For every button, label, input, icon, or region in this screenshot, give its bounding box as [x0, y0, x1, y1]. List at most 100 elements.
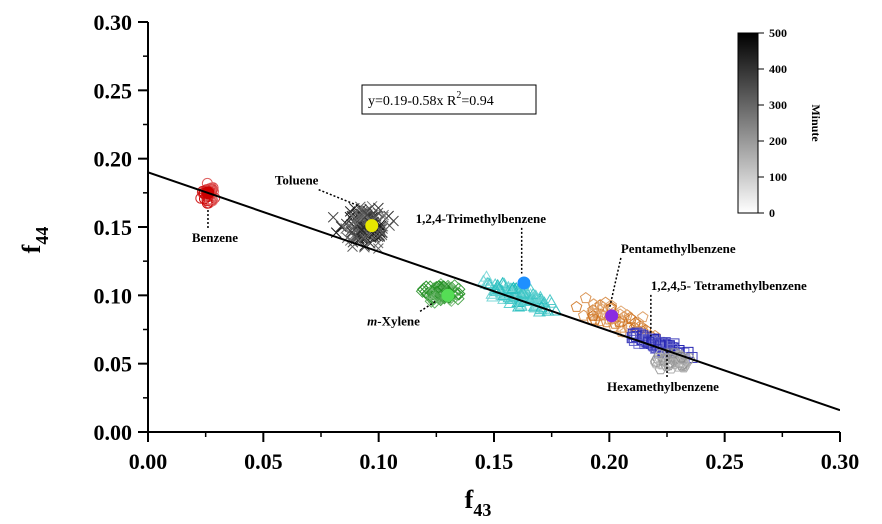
y-tick-label: 0.05 [94, 352, 133, 377]
colorbar-tick-label: 200 [769, 134, 787, 148]
equation-text: y=0.19-0.58x R [368, 94, 457, 109]
point [374, 229, 385, 241]
x-tick-label: 0.10 [359, 449, 398, 474]
point [527, 290, 541, 302]
points-layer [195, 177, 698, 375]
point [650, 356, 663, 367]
annotation: m-Xylene [367, 300, 437, 328]
fit-line-layer [148, 171, 840, 412]
point [430, 289, 444, 303]
point [678, 360, 691, 371]
y-axis-title: f44 [17, 227, 52, 254]
point [432, 279, 446, 294]
x-tick-label: 0.25 [705, 449, 744, 474]
point [652, 358, 665, 369]
mean-point [517, 276, 531, 290]
point [452, 282, 466, 296]
annotation-label: Toluene [275, 173, 319, 188]
annotation-label-italic: m [367, 313, 377, 328]
point [452, 287, 466, 301]
mean-point [441, 288, 455, 302]
annotation-label-rest: -Xylene [377, 313, 420, 328]
annotation-leader [608, 257, 622, 310]
point [358, 227, 369, 239]
point [481, 276, 495, 289]
x-axis-title-main: f [465, 485, 474, 514]
point [505, 282, 519, 294]
point [516, 286, 530, 298]
point [596, 303, 608, 315]
y-tick-label: 0.10 [94, 283, 133, 308]
series-hexamethylbenzene [649, 348, 696, 375]
point [587, 309, 599, 321]
point [570, 300, 583, 312]
point [373, 202, 384, 214]
point [589, 313, 601, 325]
point [358, 231, 369, 243]
fit-line [148, 171, 840, 412]
annotation-label: 1,2,4,5- Tetramethylbenzene [651, 278, 807, 293]
series-1-2-4-trimethylbenzene [476, 270, 563, 317]
point [375, 220, 387, 232]
annotation: 1,2,4-Trimethylbenzene [416, 211, 547, 274]
y-tick-label: 0.25 [94, 78, 133, 103]
point [637, 311, 649, 323]
series-toluene [327, 200, 399, 254]
point [358, 207, 370, 219]
annotation-label: Benzene [192, 230, 238, 245]
point [345, 225, 357, 237]
point [359, 210, 370, 222]
point [587, 304, 599, 316]
annotation-label: m-Xylene [367, 313, 420, 328]
point [491, 278, 505, 291]
colorbar-title: Minute [809, 104, 823, 142]
x-axis-title-subscript: 43 [473, 500, 491, 520]
colorbar-tick-label: 300 [769, 98, 787, 112]
point [344, 206, 356, 217]
point [476, 274, 490, 286]
point [543, 293, 557, 305]
point [625, 312, 638, 325]
x-tick-label: 0.15 [475, 449, 514, 474]
point [361, 209, 373, 220]
y-tick-label: 0.30 [94, 10, 133, 35]
point [594, 314, 607, 326]
annotation: Hexamethylbenzene [607, 350, 719, 394]
x-tick-label: 0.20 [590, 449, 629, 474]
point [434, 284, 448, 298]
annotation-layer: Benzene Toluene 1,2,4-Trimethylbenzene m-Xy… [192, 173, 807, 394]
point [615, 305, 627, 317]
colorbar-tick-label: 0 [769, 206, 775, 220]
x-tick-label: 0.05 [244, 449, 283, 474]
point [579, 291, 592, 304]
equation-r2-value: =0.94 [461, 94, 493, 109]
point [631, 327, 643, 339]
point [599, 296, 612, 308]
point [532, 305, 546, 317]
point [514, 287, 528, 299]
colorbar-gradient [737, 32, 759, 214]
point [327, 211, 339, 223]
point [505, 289, 519, 301]
annotation-label: Hexamethylbenzene [607, 379, 719, 394]
annotation-label: 1,2,4-Trimethylbenzene [416, 211, 547, 226]
annotation: Toluene [275, 173, 361, 208]
annotation: Benzene [192, 207, 238, 245]
y-tick-label: 0.00 [94, 420, 133, 445]
colorbar: 0 100 200 300 400 500 Minute [737, 26, 823, 220]
point [424, 294, 439, 308]
series-pentamethylbenzene [570, 291, 661, 342]
y-tick-label: 0.20 [94, 147, 133, 172]
annotation: 1,2,4,5- Tetramethylbenzene [650, 278, 807, 337]
annotation-leader [318, 188, 361, 208]
point [354, 201, 366, 213]
equation-box: y=0.19-0.58x R2=0.94 [361, 84, 537, 115]
annotation-leader [419, 300, 437, 313]
point [634, 328, 646, 340]
colorbar-tick-label: 100 [769, 170, 787, 184]
colorbar-tick-label: 500 [769, 26, 787, 40]
x-axis-title: f43 [465, 485, 492, 520]
point [356, 224, 368, 236]
point [637, 330, 649, 342]
y-tick-label: 0.15 [94, 215, 133, 240]
